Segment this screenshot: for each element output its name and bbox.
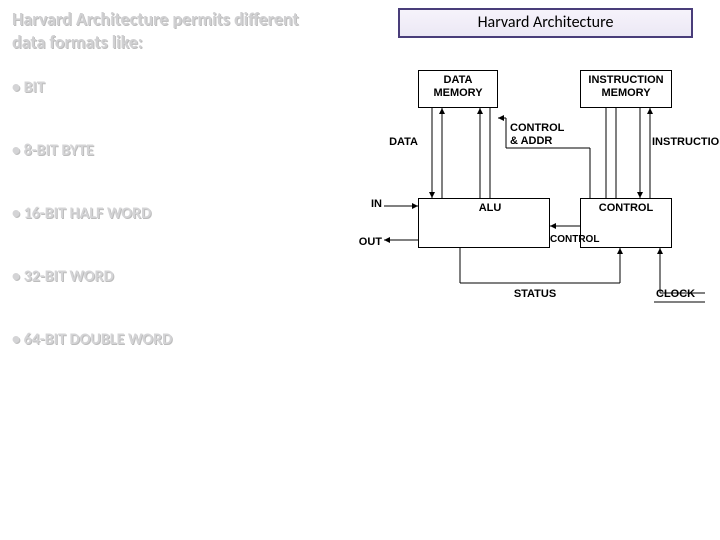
bullet-item: • 32-BIT WORD: [12, 267, 272, 286]
diagram-title: Harvard Architecture: [398, 8, 693, 38]
bullet-item: • 8-BIT BYTE: [12, 141, 272, 160]
bullet-item: • BIT: [12, 78, 272, 97]
heading-text: Harvard Architecture permits different d…: [12, 8, 332, 53]
harvard-architecture-diagram: DATA MEMORY INSTRUCTION MEMORY ALU CONTR…: [310, 48, 710, 348]
bullet-item: • 64-BIT DOUBLE WORD: [12, 330, 272, 349]
bullet-list: • BIT • 8-BIT BYTE • 16-BIT HALF WORD • …: [12, 78, 272, 393]
diagram-wires: [310, 48, 710, 348]
bullet-item: • 16-BIT HALF WORD: [12, 204, 272, 223]
